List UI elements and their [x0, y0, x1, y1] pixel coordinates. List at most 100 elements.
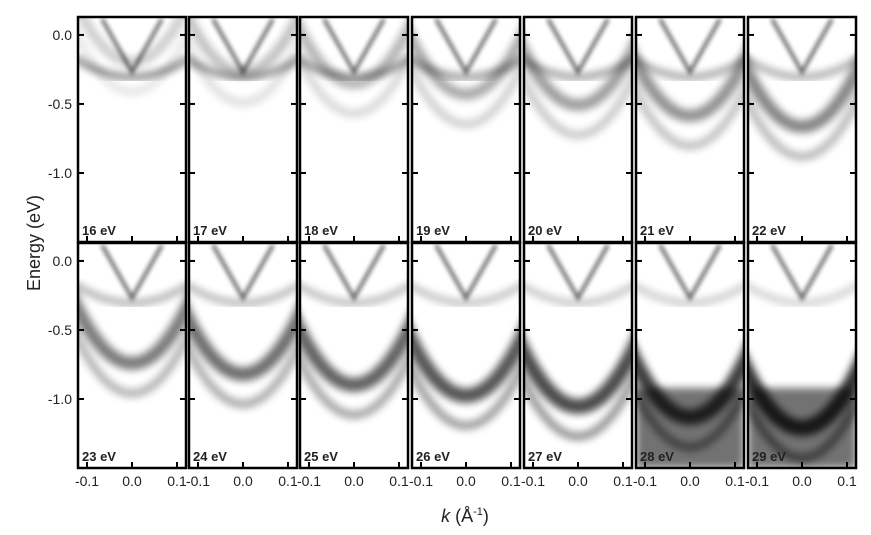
bulk-band-2 — [636, 83, 744, 150]
x-tick-label: 0.1 — [501, 473, 521, 489]
y-tick-label: -0.5 — [48, 322, 72, 338]
spectrum — [748, 18, 856, 161]
panel-label: 18 eV — [304, 223, 338, 238]
surface-band — [300, 56, 408, 80]
y-tick-label: 0.0 — [53, 253, 73, 269]
x-tick-label: 0.0 — [122, 473, 142, 489]
panel: 20 eV — [522, 15, 634, 244]
bulk-band — [78, 294, 186, 370]
x-tick-label: -0.1 — [633, 473, 657, 489]
bulk-band-2 — [78, 330, 186, 398]
bulk-band — [189, 304, 297, 381]
panel: 22 eV — [746, 15, 858, 244]
panel-label: 22 eV — [752, 223, 786, 238]
dirac-cone — [546, 244, 610, 303]
x-tick-label: 0.1 — [167, 473, 187, 489]
panel-label: 24 eV — [193, 449, 227, 464]
background — [636, 388, 744, 468]
panel-bg — [412, 17, 520, 242]
panel: 19 eV — [410, 15, 522, 244]
surface-band — [636, 282, 744, 306]
panel-bg — [524, 17, 632, 242]
surface-band — [748, 282, 856, 306]
panel-label: 27 eV — [528, 449, 562, 464]
spectrum — [189, 17, 297, 107]
y-tick-label: -1.0 — [48, 165, 72, 181]
bulk-band-2 — [78, 29, 186, 96]
x-tick-label: 0.1 — [278, 473, 298, 489]
dirac-cone — [322, 18, 386, 77]
bulk-band — [300, 17, 408, 89]
y-tick-label: -1.0 — [48, 391, 72, 407]
x-tick-label: 0.1 — [725, 473, 745, 489]
spectrum — [412, 18, 520, 129]
spectrum — [524, 244, 632, 441]
panel: 21 eV — [634, 15, 746, 244]
x-label-exp: -1 — [473, 506, 483, 518]
x-tick-label: 0.0 — [233, 473, 253, 489]
panel: -0.1 0.0 0.1 24 eV — [186, 241, 299, 489]
bulk-band-2 — [412, 363, 520, 430]
surface-band — [78, 56, 186, 80]
dirac-cone — [100, 244, 164, 303]
panel-label: 25 eV — [304, 449, 338, 464]
panel-bg — [412, 243, 520, 468]
y-tick-label: -0.5 — [48, 96, 72, 112]
surface-band — [636, 56, 744, 80]
bulk-band — [412, 27, 520, 100]
bulk-band — [189, 17, 297, 78]
panel-label: 19 eV — [416, 223, 450, 238]
bulk-band — [412, 325, 520, 403]
bulk-band-2 — [524, 373, 632, 441]
x-tick-label: 0.1 — [837, 473, 857, 489]
x-label-var: k — [441, 506, 451, 526]
spectrum — [524, 18, 632, 139]
x-axis-label: k (Å-1) — [441, 506, 489, 526]
bulk-band-2 — [300, 50, 408, 118]
dirac-cone — [211, 244, 275, 303]
panel-label: 16 eV — [82, 223, 116, 238]
spectrum — [189, 244, 297, 408]
x-tick-label: 0.0 — [568, 473, 588, 489]
bulk-band-2 — [412, 61, 520, 129]
spectrum — [300, 244, 408, 419]
panel: 0.0 -0.5 -1.0 16 eV — [48, 15, 188, 244]
x-tick-label: -0.1 — [75, 473, 99, 489]
x-tick-label: 0.0 — [344, 473, 364, 489]
x-tick-label: -0.1 — [409, 473, 433, 489]
surface-band — [300, 282, 408, 306]
bulk-band — [748, 58, 856, 133]
panel-label: 20 eV — [528, 223, 562, 238]
surface-band — [78, 282, 186, 306]
spectrum — [412, 244, 520, 430]
bulk-band-2 — [189, 40, 297, 107]
panel: 17 eV — [187, 15, 299, 244]
dirac-cone — [434, 244, 498, 303]
panel: -0.1 0.0 0.1 28 eV — [633, 241, 746, 489]
panel: -0.1 0.0 0.1 26 eV — [409, 241, 522, 489]
dirac-cone — [100, 18, 164, 77]
panel: -0.1 0.0 0.1 27 eV — [521, 241, 634, 489]
panel: 0.0 -0.5 -1.0 -0.1 0.0 0.1 23 eV — [48, 241, 188, 489]
bulk-band — [524, 335, 632, 414]
dirac-cone — [770, 18, 834, 77]
bulk-band-2 — [524, 72, 632, 139]
panel-label: 17 eV — [193, 223, 227, 238]
y-axis-label: Energy (eV) — [24, 195, 44, 291]
y-tick-label: 0.0 — [53, 27, 73, 43]
spectrum — [78, 244, 186, 398]
panel-label: 23 eV — [82, 449, 116, 464]
dirac-cone — [770, 244, 834, 303]
x-tick-label: 0.0 — [680, 473, 700, 489]
background — [748, 388, 856, 468]
panel: -0.1 0.0 0.1 29 eV — [745, 241, 858, 489]
dirac-cone — [546, 18, 610, 77]
dirac-cone — [322, 244, 386, 303]
x-tick-label: 0.1 — [389, 473, 409, 489]
x-tick-label: 0.1 — [613, 473, 633, 489]
panel: -0.1 0.0 0.1 25 eV — [297, 241, 410, 489]
bulk-band-2 — [189, 341, 297, 408]
x-label-close: ) — [483, 506, 489, 526]
panel-label: 28 eV — [640, 449, 674, 464]
